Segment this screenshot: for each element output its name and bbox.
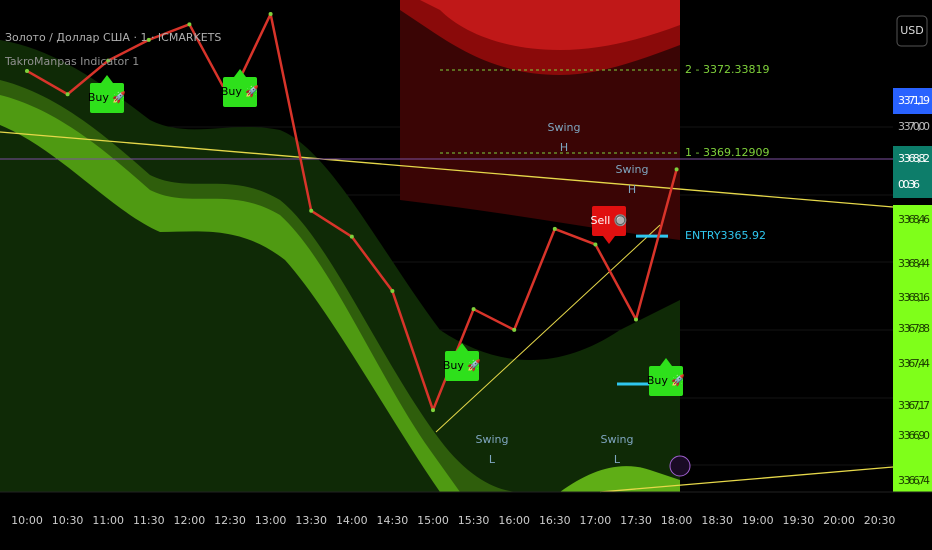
price-point: [634, 317, 638, 322]
x-tick-label: 13:00: [255, 514, 287, 527]
x-tick-label: 17:00: [580, 514, 612, 527]
price-point: [471, 307, 476, 312]
swing-label: L: [614, 453, 621, 466]
x-tick-label: 12:00: [174, 514, 206, 527]
green-cloud: [0, 40, 680, 492]
x-tick-label: 13:30: [295, 514, 327, 527]
sell-box: [592, 206, 626, 236]
red-band-inner: [420, 0, 680, 50]
x-tick-label: 20:30: [864, 514, 896, 527]
price-tag: 3 367,17: [898, 399, 930, 412]
swing-label: H: [560, 141, 568, 154]
swing-label: Swing: [616, 163, 649, 176]
x-tick-label: 14:30: [377, 514, 409, 527]
price-tag: 3 368,46: [898, 213, 930, 226]
x-tick-label: 14:00: [336, 514, 368, 527]
x-tick-label: 16:30: [539, 514, 571, 527]
chart-title: Золото / Доллар США · 1 · ICMARKETS: [5, 31, 221, 44]
buy-pointer: [101, 75, 113, 83]
price-point: [674, 167, 679, 172]
trendline: [599, 466, 894, 493]
buy-pointer: [456, 343, 468, 351]
price-point: [25, 68, 29, 73]
price-tag-bg: [893, 172, 932, 198]
trendline: [435, 224, 661, 433]
price-tag: 3 366,74: [898, 474, 930, 487]
price-tag: 3 371,19: [898, 94, 930, 107]
x-tick-label: 20:00: [823, 514, 855, 527]
plot: 2 - 3372.33819 1 - 3369.12909 ENTRY3365.92…: [25, 11, 769, 466]
event-icon: [669, 455, 691, 477]
x-tick-label: 12:30: [214, 514, 246, 527]
indicator-tag-area: [893, 205, 932, 492]
buy-label: Buy 🚀: [443, 359, 482, 372]
buy-label: Buy 🚀: [647, 374, 686, 387]
price-point: [593, 242, 598, 247]
price-tag: 3 367,44: [898, 357, 930, 370]
buy-label: Buy 🚀: [221, 85, 260, 98]
price-point: [106, 58, 111, 63]
x-tick-label: 10:30: [52, 514, 84, 527]
price-point: [268, 11, 273, 16]
price-tag-bg: [893, 146, 932, 172]
x-tick-label: 15:00: [417, 514, 449, 527]
price-point: [65, 92, 70, 97]
price-tag: 00:36: [898, 178, 920, 191]
price-point: [390, 289, 395, 294]
price-tag: 3 368,16: [898, 291, 930, 304]
price-point: [512, 327, 517, 332]
price-tag: 3 366,90: [898, 429, 930, 442]
swing-label: Swing: [548, 121, 581, 134]
price-tag: 3 367,88: [898, 322, 930, 335]
indicator-name: TakroManpas Indicator 1: [4, 55, 139, 68]
price-point: [187, 22, 192, 27]
swing-label: Swing: [476, 433, 509, 446]
buy-box: [649, 366, 683, 396]
currency-label: USD: [900, 24, 924, 37]
swing-label: L: [489, 453, 496, 466]
buy-box: [445, 351, 479, 381]
level-label: ENTRY3365.92: [685, 229, 766, 242]
trendline: [0, 131, 894, 208]
price-tag: 3 368,82: [898, 152, 930, 165]
x-tick-label: 19:30: [783, 514, 815, 527]
buy-pointer: [660, 358, 672, 366]
x-tick-label: 16:00: [498, 514, 530, 527]
buy-label: Buy 🚀: [88, 91, 127, 104]
price-point: [431, 408, 435, 413]
price-tag-bg: [893, 88, 932, 114]
x-tick-label: 18:30: [701, 514, 733, 527]
sell-pointer: [603, 236, 615, 244]
buy-box: [223, 77, 257, 107]
price-tag: 3 368,44: [898, 257, 930, 270]
sell-label: Sell 🔘: [590, 214, 627, 227]
price-tag: 3 370,00: [898, 120, 930, 133]
buy-pointer: [234, 69, 246, 77]
price-point: [309, 208, 314, 213]
x-tick-label: 19:00: [742, 514, 774, 527]
price-point: [146, 37, 151, 42]
x-tick-label: 11:30: [133, 514, 165, 527]
price-point: [552, 226, 557, 231]
x-tick-label: 15:30: [458, 514, 490, 527]
green-band-bright: [0, 95, 460, 492]
price-point: [349, 234, 354, 239]
swing-label: Swing: [601, 433, 634, 446]
level-label: 2 - 3372.33819: [685, 63, 769, 76]
x-tick-label: 11:00: [92, 514, 124, 527]
x-tick-label: 17:30: [620, 514, 652, 527]
x-tick-label: 10:00: [11, 514, 43, 527]
currency-button[interactable]: [896, 15, 928, 47]
x-tick-label: 18:00: [661, 514, 693, 527]
level-label: 1 - 3369.12909: [685, 146, 769, 159]
swing-label: H: [628, 183, 636, 196]
buy-box: [90, 83, 124, 113]
green-band-lower: [560, 466, 680, 492]
